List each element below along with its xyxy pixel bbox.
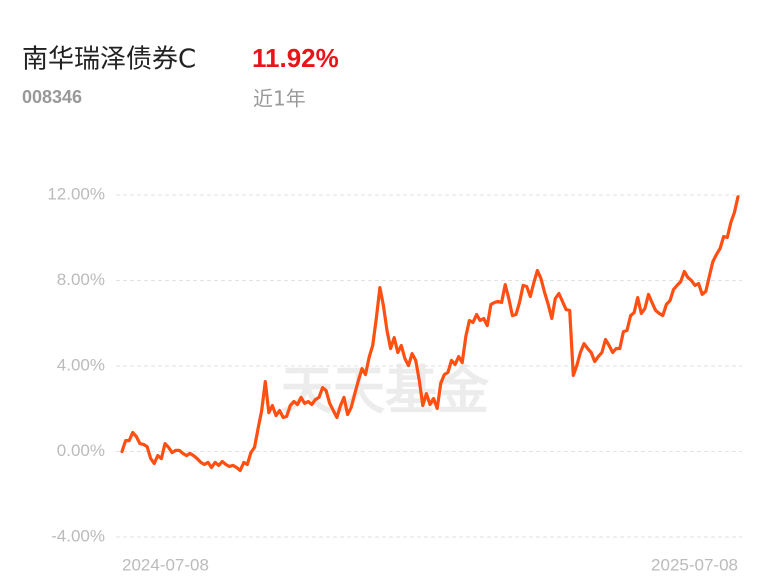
line — [120, 195, 740, 473]
fund-code: 008346 — [22, 87, 82, 107]
return: 11.92% — [252, 43, 339, 73]
watermark: 天天基金 — [281, 361, 490, 422]
fund-name: 南华瑞泽债券C — [22, 45, 196, 75]
x-tick-label: 2024-07-08 — [122, 555, 209, 574]
y-tick-label: 8.00% — [57, 270, 105, 289]
y-tick-label: 4.00% — [57, 355, 105, 374]
x-tick-label: 2025-07-08 — [651, 555, 738, 574]
y-tick-label: -4.00% — [51, 526, 105, 545]
y-tick-label: 0.00% — [57, 441, 105, 460]
period: 近1年 — [253, 87, 306, 111]
y-tick-label: 12.00% — [47, 184, 105, 203]
